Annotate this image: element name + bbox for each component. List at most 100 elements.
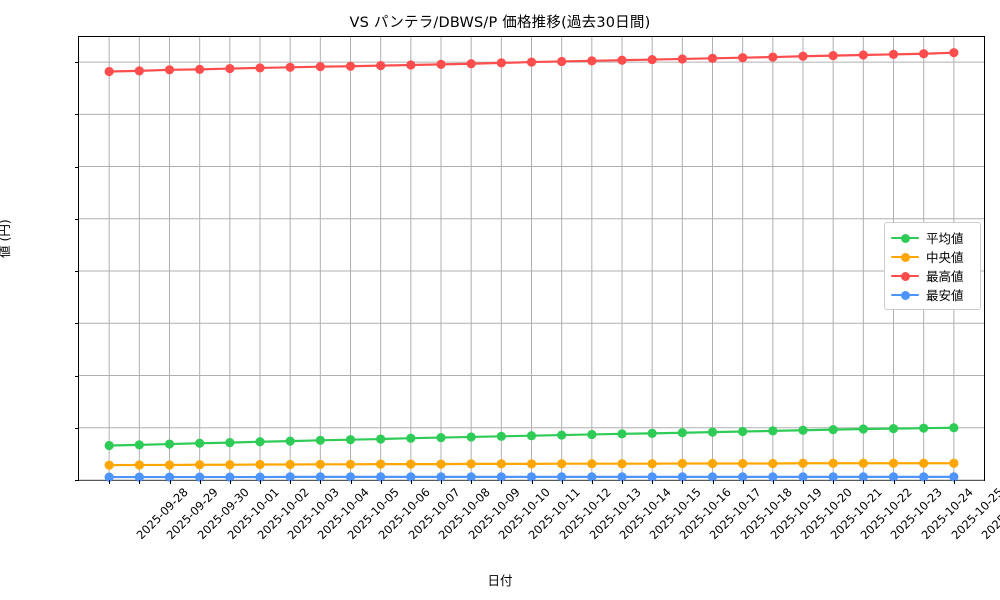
data-point bbox=[858, 458, 868, 468]
data-point bbox=[888, 472, 899, 482]
legend-item-中央値[interactable]: 中央値 bbox=[885, 247, 980, 266]
data-point bbox=[376, 472, 386, 482]
data-point bbox=[496, 459, 506, 469]
series-平均値 bbox=[104, 423, 959, 451]
data-point bbox=[738, 472, 748, 482]
data-point bbox=[858, 424, 868, 434]
data-point bbox=[919, 458, 929, 468]
data-point bbox=[315, 472, 325, 482]
data-point bbox=[707, 53, 718, 63]
data-point bbox=[677, 458, 687, 469]
data-point bbox=[195, 438, 205, 448]
data-point bbox=[345, 459, 356, 469]
data-point bbox=[738, 426, 748, 437]
data-point bbox=[315, 62, 325, 72]
data-point bbox=[104, 472, 114, 482]
y-axis-tick-mark bbox=[75, 375, 79, 377]
data-point bbox=[587, 56, 597, 66]
data-point bbox=[828, 50, 838, 61]
data-point bbox=[164, 439, 175, 449]
x-axis-tick-mark bbox=[350, 480, 352, 484]
x-axis-tick-mark bbox=[923, 480, 925, 484]
data-point bbox=[285, 459, 295, 470]
x-axis-tick-mark bbox=[893, 480, 895, 484]
data-point bbox=[949, 423, 959, 433]
data-series-layer bbox=[104, 48, 959, 482]
data-point bbox=[225, 472, 235, 482]
data-point bbox=[647, 472, 657, 482]
data-point bbox=[768, 472, 778, 482]
data-point bbox=[345, 472, 356, 482]
x-axis-tick-mark bbox=[561, 480, 563, 484]
x-axis-tick-mark bbox=[109, 480, 111, 484]
x-axis-tick-mark bbox=[471, 480, 473, 484]
x-axis-tick-mark bbox=[139, 480, 141, 484]
data-point bbox=[315, 435, 325, 445]
data-point bbox=[225, 63, 235, 74]
data-point bbox=[557, 459, 567, 469]
legend-item-平均値[interactable]: 平均値 bbox=[885, 228, 980, 247]
x-axis-tick-mark bbox=[622, 480, 623, 484]
legend-marker-icon bbox=[891, 289, 919, 301]
data-point bbox=[617, 429, 627, 439]
x-axis-tick-mark bbox=[441, 480, 442, 484]
data-point bbox=[888, 49, 899, 59]
data-point bbox=[466, 459, 476, 469]
data-point bbox=[104, 440, 114, 451]
data-point bbox=[526, 431, 537, 441]
data-point bbox=[285, 436, 295, 446]
x-axis-tick-mark bbox=[169, 480, 171, 484]
legend-item-最安値[interactable]: 最安値 bbox=[885, 285, 980, 304]
data-point bbox=[436, 472, 446, 482]
data-point bbox=[406, 459, 416, 469]
data-point bbox=[345, 61, 356, 71]
data-point bbox=[858, 50, 868, 60]
x-axis-tick-mark bbox=[260, 480, 261, 484]
x-axis-tick-mark bbox=[772, 480, 774, 484]
data-point bbox=[436, 432, 446, 443]
data-point bbox=[647, 459, 657, 469]
data-point bbox=[496, 431, 506, 441]
data-point bbox=[195, 460, 205, 470]
data-point bbox=[798, 425, 808, 435]
data-point bbox=[466, 59, 476, 69]
legend-item-label: 平均値 bbox=[926, 231, 964, 246]
data-point bbox=[798, 458, 808, 468]
data-point bbox=[647, 428, 657, 439]
data-point bbox=[285, 472, 295, 482]
data-point bbox=[828, 425, 838, 435]
data-point bbox=[677, 54, 687, 64]
data-point bbox=[406, 60, 416, 70]
legend-item-label: 中央値 bbox=[926, 250, 964, 265]
x-axis-tick-mark bbox=[833, 480, 835, 484]
data-point bbox=[255, 437, 265, 447]
data-point bbox=[134, 66, 144, 76]
x-axis-tick-mark bbox=[380, 480, 382, 484]
legend-marker-icon bbox=[891, 251, 919, 263]
x-axis-tick-mark bbox=[742, 480, 744, 484]
x-axis-tick-mark bbox=[682, 480, 684, 484]
data-point bbox=[707, 427, 718, 437]
data-point bbox=[225, 437, 235, 448]
data-point bbox=[858, 472, 868, 482]
data-point bbox=[768, 426, 778, 436]
legend-item-最高値[interactable]: 最高値 bbox=[885, 266, 980, 285]
data-point bbox=[677, 428, 687, 438]
x-axis-tick-mark bbox=[652, 480, 654, 484]
data-point bbox=[255, 459, 265, 470]
data-point bbox=[164, 472, 175, 482]
legend-item-label: 最安値 bbox=[926, 288, 964, 303]
y-axis-tick-mark bbox=[75, 323, 79, 325]
legend-item-label: 最高値 bbox=[926, 269, 964, 284]
data-point bbox=[285, 62, 295, 72]
data-point bbox=[406, 472, 416, 482]
data-point bbox=[587, 472, 597, 482]
data-point bbox=[828, 458, 838, 468]
data-point bbox=[557, 472, 567, 482]
data-point bbox=[707, 458, 718, 469]
data-point bbox=[949, 458, 959, 468]
data-point bbox=[466, 472, 476, 482]
data-point bbox=[255, 63, 265, 73]
data-point bbox=[164, 460, 175, 470]
